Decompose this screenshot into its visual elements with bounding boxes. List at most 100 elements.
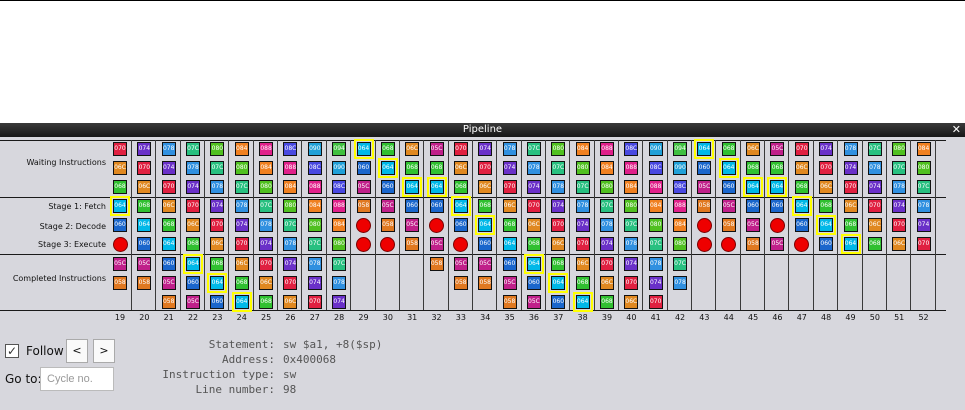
decode-instruction[interactable]: 058 bbox=[380, 218, 395, 232]
completed-instruction[interactable]: 068 bbox=[234, 276, 249, 290]
waiting-instruction[interactable]: 068 bbox=[770, 161, 785, 175]
waiting-instruction[interactable]: 064 bbox=[694, 139, 715, 159]
waiting-instruction[interactable]: 070 bbox=[137, 161, 152, 175]
decode-instruction[interactable]: 060 bbox=[794, 218, 809, 232]
fetch-instruction[interactable]: 074 bbox=[551, 199, 566, 213]
execute-instruction[interactable]: 060 bbox=[137, 237, 152, 251]
completed-instruction[interactable]: 078 bbox=[332, 276, 347, 290]
execute-instruction[interactable]: 06C bbox=[210, 237, 225, 251]
completed-instruction[interactable]: 070 bbox=[648, 295, 663, 309]
execute-instruction[interactable]: 06C bbox=[892, 237, 907, 251]
completed-instruction[interactable]: 05C bbox=[161, 276, 176, 290]
waiting-instruction[interactable]: 06C bbox=[746, 142, 761, 156]
decode-instruction[interactable]: 070 bbox=[551, 218, 566, 232]
execute-instruction[interactable]: 060 bbox=[478, 237, 493, 251]
decode-instruction[interactable]: 060 bbox=[453, 218, 468, 232]
completed-instruction[interactable]: 07C bbox=[332, 257, 347, 271]
waiting-instruction[interactable]: 094 bbox=[332, 142, 347, 156]
waiting-instruction[interactable]: 07C bbox=[867, 142, 882, 156]
waiting-instruction[interactable]: 05C bbox=[429, 142, 444, 156]
execute-instruction[interactable]: 05C bbox=[770, 237, 785, 251]
completed-instruction[interactable]: 074 bbox=[624, 257, 639, 271]
waiting-instruction[interactable]: 090 bbox=[648, 142, 663, 156]
execute-instruction[interactable]: 070 bbox=[234, 237, 249, 251]
waiting-instruction[interactable]: 06C bbox=[405, 142, 420, 156]
fetch-instruction[interactable]: 088 bbox=[673, 199, 688, 213]
fetch-instruction[interactable]: 05C bbox=[721, 199, 736, 213]
decode-instruction[interactable]: 058 bbox=[721, 218, 736, 232]
decode-instruction[interactable]: 068 bbox=[161, 218, 176, 232]
waiting-instruction[interactable]: 08C bbox=[332, 180, 347, 194]
waiting-instruction[interactable]: 078 bbox=[843, 142, 858, 156]
waiting-instruction[interactable]: 084 bbox=[600, 161, 614, 175]
completed-instruction[interactable]: 06C bbox=[600, 276, 614, 290]
fetch-instruction[interactable]: 064 bbox=[791, 196, 812, 216]
completed-instruction[interactable]: 06C bbox=[283, 295, 298, 309]
waiting-instruction[interactable]: 088 bbox=[624, 161, 639, 175]
execute-instruction[interactable]: 068 bbox=[526, 237, 541, 251]
execute-instruction[interactable]: 06C bbox=[551, 237, 566, 251]
waiting-instruction[interactable]: 08C bbox=[283, 142, 298, 156]
completed-instruction[interactable]: 060 bbox=[551, 295, 566, 309]
waiting-instruction[interactable]: 08C bbox=[673, 180, 688, 194]
decode-instruction[interactable]: 06C bbox=[186, 218, 201, 232]
waiting-instruction[interactable]: 068 bbox=[405, 161, 420, 175]
execute-instruction[interactable]: 068 bbox=[186, 237, 201, 251]
decode-instruction[interactable]: 064 bbox=[137, 218, 152, 232]
waiting-instruction[interactable]: 078 bbox=[551, 180, 566, 194]
fetch-instruction[interactable]: 068 bbox=[137, 199, 152, 213]
completed-instruction[interactable]: 05C bbox=[186, 295, 201, 309]
completed-instruction[interactable]: 05C bbox=[113, 257, 127, 271]
waiting-instruction[interactable]: 090 bbox=[673, 161, 688, 175]
decode-instruction[interactable]: 074 bbox=[916, 218, 931, 232]
completed-instruction[interactable]: 068 bbox=[551, 257, 566, 271]
waiting-instruction[interactable]: 068 bbox=[380, 142, 395, 156]
close-icon[interactable]: ✕ bbox=[951, 123, 961, 136]
completed-instruction[interactable]: 070 bbox=[624, 276, 639, 290]
completed-instruction[interactable]: 060 bbox=[210, 295, 225, 309]
waiting-instruction[interactable]: 078 bbox=[892, 180, 907, 194]
waiting-instruction[interactable]: 05C bbox=[770, 142, 785, 156]
window-titlebar[interactable]: Pipeline ✕ bbox=[0, 123, 965, 137]
execute-instruction[interactable]: 074 bbox=[259, 237, 274, 251]
completed-instruction[interactable]: 060 bbox=[186, 276, 201, 290]
waiting-instruction[interactable]: 080 bbox=[892, 142, 907, 156]
waiting-instruction[interactable]: 074 bbox=[478, 142, 493, 156]
fetch-instruction[interactable]: 084 bbox=[648, 199, 663, 213]
completed-instruction[interactable]: 05C bbox=[453, 257, 468, 271]
waiting-instruction[interactable]: 070 bbox=[819, 161, 834, 175]
execute-instruction[interactable]: 05C bbox=[429, 237, 444, 251]
waiting-instruction[interactable]: 06C bbox=[137, 180, 152, 194]
waiting-instruction[interactable]: 064 bbox=[426, 177, 447, 197]
waiting-instruction[interactable]: 074 bbox=[502, 161, 517, 175]
completed-instruction[interactable]: 058 bbox=[453, 276, 468, 290]
waiting-instruction[interactable]: 07C bbox=[234, 180, 249, 194]
waiting-instruction[interactable]: 06C bbox=[794, 161, 809, 175]
fetch-instruction[interactable]: 078 bbox=[575, 199, 590, 213]
decode-instruction[interactable]: 078 bbox=[600, 218, 614, 232]
decode-instruction[interactable]: 05C bbox=[746, 218, 761, 232]
completed-instruction[interactable]: 070 bbox=[600, 257, 614, 271]
completed-instruction[interactable]: 060 bbox=[161, 257, 176, 271]
waiting-instruction[interactable]: 06C bbox=[113, 161, 127, 175]
waiting-instruction[interactable]: 090 bbox=[332, 161, 347, 175]
waiting-instruction[interactable]: 070 bbox=[502, 180, 517, 194]
completed-instruction[interactable]: 058 bbox=[113, 276, 127, 290]
waiting-instruction[interactable]: 078 bbox=[186, 161, 201, 175]
waiting-instruction[interactable]: 08C bbox=[648, 161, 663, 175]
decode-instruction[interactable]: 080 bbox=[648, 218, 663, 232]
completed-instruction[interactable]: 078 bbox=[307, 257, 322, 271]
fetch-instruction[interactable]: 07C bbox=[600, 199, 614, 213]
waiting-instruction[interactable]: 060 bbox=[380, 180, 395, 194]
waiting-instruction[interactable]: 06C bbox=[478, 180, 493, 194]
decode-instruction[interactable]: 068 bbox=[502, 218, 517, 232]
fetch-instruction[interactable]: 060 bbox=[429, 199, 444, 213]
waiting-instruction[interactable]: 08C bbox=[307, 161, 322, 175]
decode-instruction[interactable]: 084 bbox=[673, 218, 688, 232]
waiting-instruction[interactable]: 080 bbox=[234, 161, 249, 175]
execute-instruction[interactable]: 064 bbox=[840, 234, 861, 254]
waiting-instruction[interactable]: 074 bbox=[137, 142, 152, 156]
completed-instruction[interactable]: 06C bbox=[575, 257, 590, 271]
execute-instruction[interactable]: 070 bbox=[916, 237, 931, 251]
waiting-instruction[interactable]: 090 bbox=[307, 142, 322, 156]
